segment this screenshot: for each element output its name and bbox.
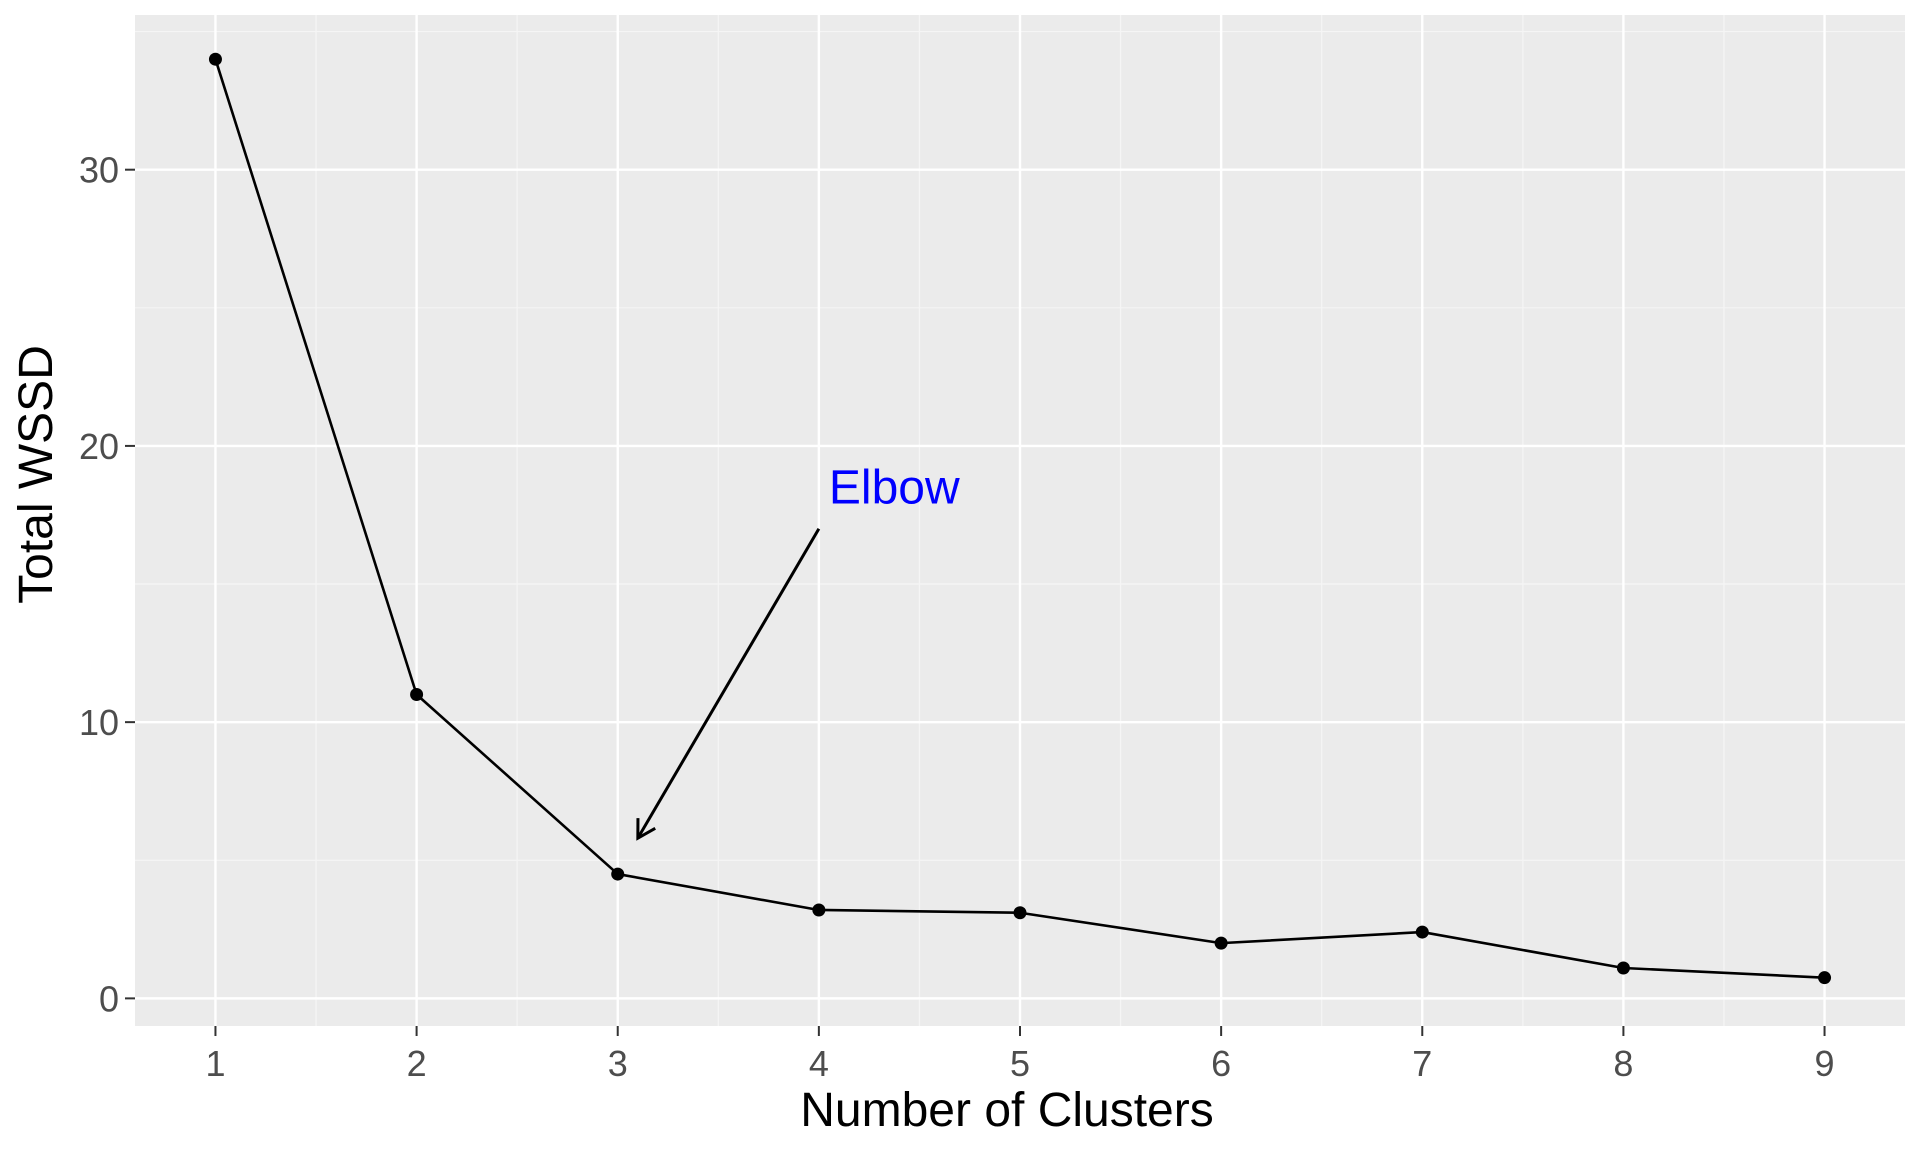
y-tick-label: 20: [79, 426, 119, 467]
annotation-arrowhead: [636, 818, 656, 841]
x-tick-label: 8: [1613, 1043, 1633, 1084]
x-axis-title: Number of Clusters: [800, 1084, 1213, 1137]
data-point: [410, 688, 424, 702]
data-point: [1616, 961, 1630, 975]
x-tick-label: 3: [608, 1043, 628, 1084]
data-point: [208, 52, 222, 66]
x-tick-label: 1: [205, 1043, 225, 1084]
x-tick-label: 9: [1815, 1043, 1835, 1084]
y-axis-title: Total WSSD: [10, 345, 63, 604]
data-point: [1214, 936, 1228, 950]
series-points-group: [208, 52, 1832, 985]
annotation-arrow-line: [636, 528, 821, 839]
annotation-text: Elbow: [829, 461, 960, 514]
data-point: [1818, 971, 1832, 985]
data-point: [812, 903, 826, 917]
x-tick-label: 5: [1010, 1043, 1030, 1084]
major-gridlines: [135, 15, 1905, 1026]
x-tick-label: 6: [1211, 1043, 1231, 1084]
x-tick-label: 4: [809, 1043, 829, 1084]
y-tick-label: 0: [99, 978, 119, 1019]
x-axis: 1 2 3 4 5 6 7 8 9: [205, 1026, 1835, 1084]
data-point: [1415, 925, 1429, 939]
y-tick-label: 10: [79, 702, 119, 743]
elbow-annotation: Elbow: [636, 461, 960, 841]
x-tick-label: 7: [1412, 1043, 1432, 1084]
x-tick-label: 2: [407, 1043, 427, 1084]
y-tick-label: 30: [79, 150, 119, 191]
data-point: [1013, 906, 1027, 920]
data-point: [611, 867, 625, 881]
y-axis: 0 10 20 30: [79, 150, 135, 1019]
